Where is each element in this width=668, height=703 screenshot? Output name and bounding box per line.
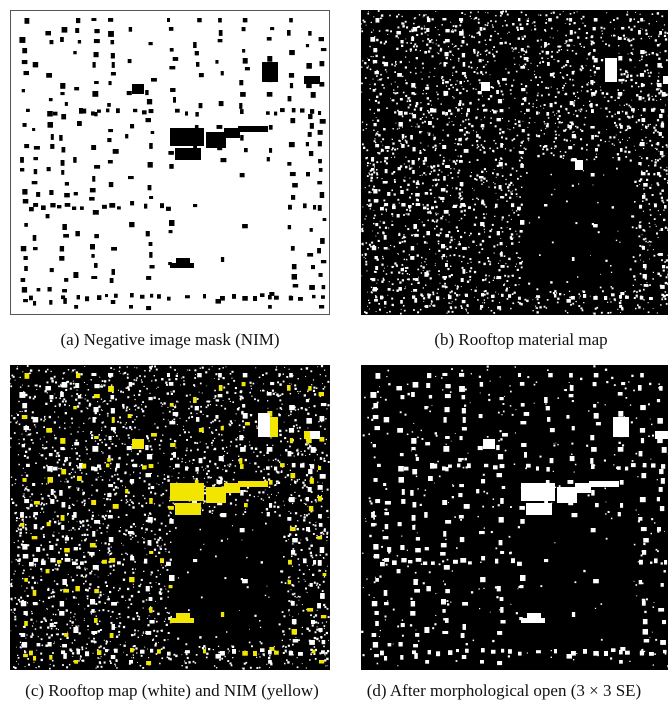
caption-d: (d) After morphological open (3 × 3 SE): [366, 681, 642, 700]
panel-b-image: [361, 10, 668, 315]
panel-a-image: [10, 10, 330, 315]
caption-b: (b) Rooftop material map: [434, 330, 608, 349]
caption-a: (a) Negative image mask (NIM): [60, 330, 280, 349]
panel-a-negative-image-mask: [10, 10, 330, 315]
caption-c: (c) Rooftop map (white) and NIM (yellow): [25, 681, 319, 700]
panel-b-rooftop-material-map: [361, 10, 668, 315]
panel-d-image: [361, 365, 668, 670]
panel-c-image: [10, 365, 330, 670]
panel-d-morphological-open: [361, 365, 668, 670]
panel-c-rooftop-and-nim-overlay: [10, 365, 330, 670]
